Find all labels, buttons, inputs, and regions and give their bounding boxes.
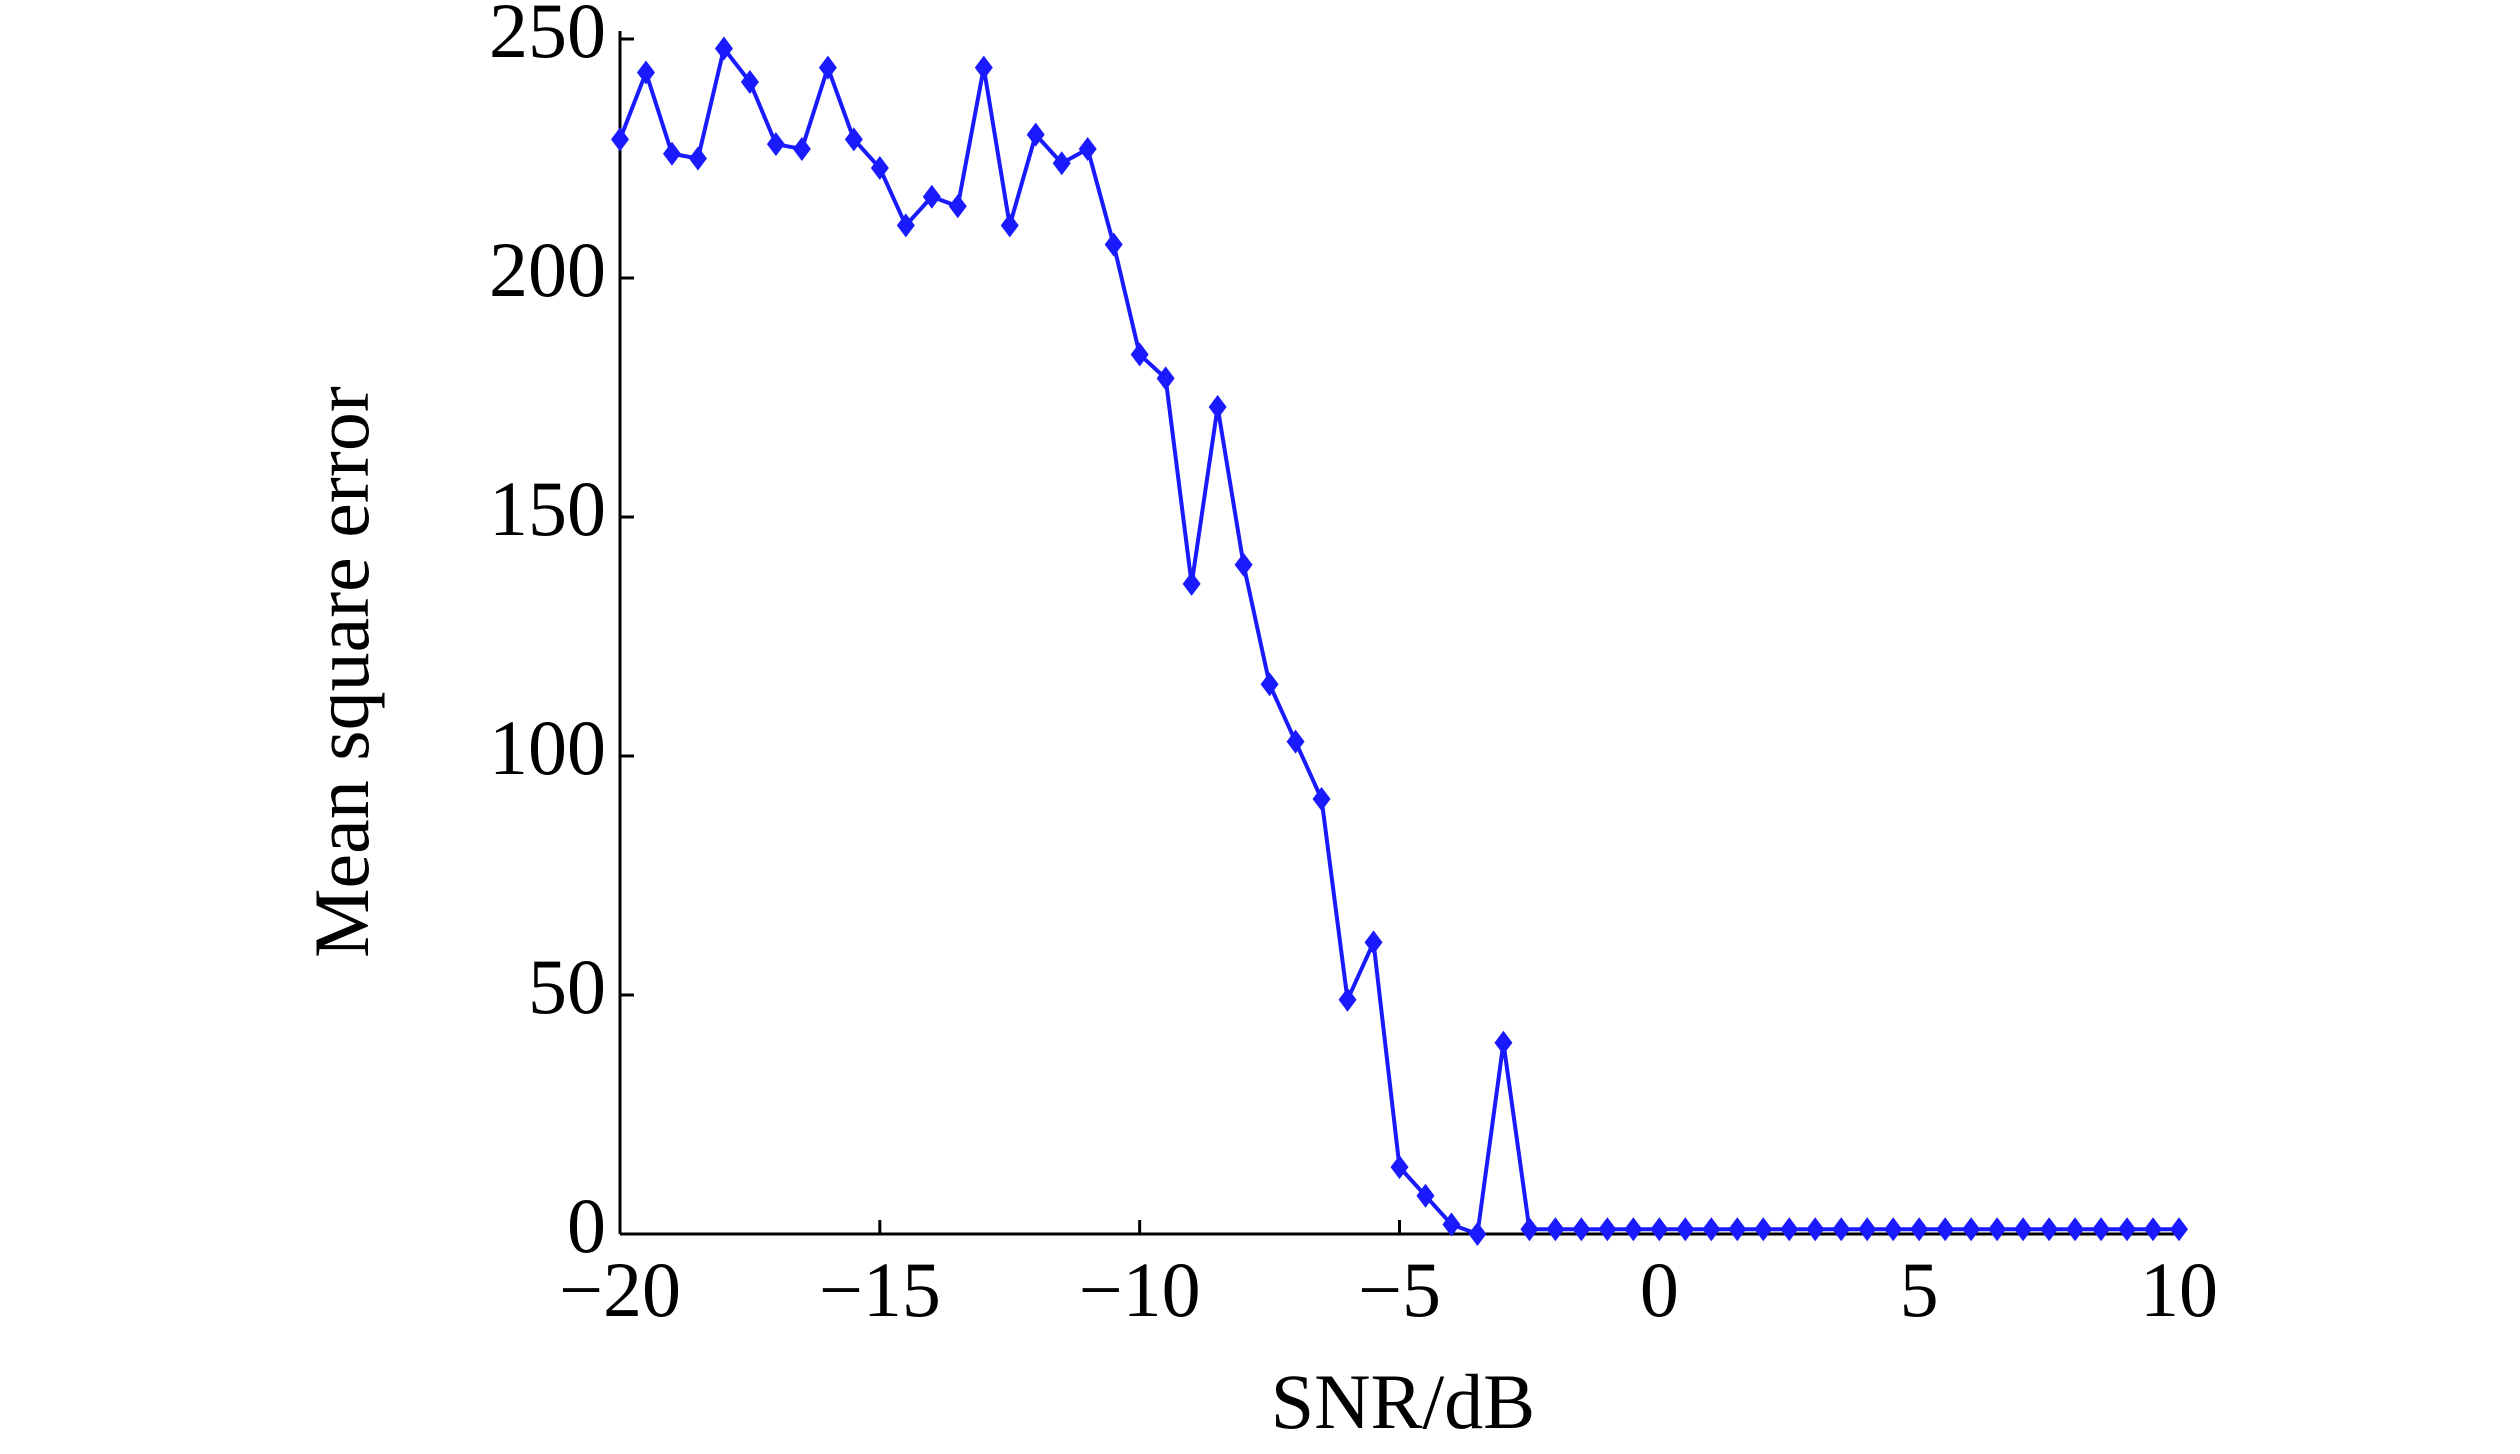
marker [1624,1217,1643,1242]
x-tick-label: 10 [2140,1246,2218,1333]
marker [1702,1217,1721,1242]
y-tick-label: 150 [489,465,606,552]
y-tick-label: 0 [567,1182,606,1269]
marker [1650,1217,1669,1242]
x-axis-label: SNR/dB [1271,1358,1535,1445]
marker [2118,1217,2137,1242]
marker [766,132,785,157]
marker [1598,1217,1617,1242]
marker [611,127,629,152]
x-tick-label: −5 [1358,1246,1441,1333]
marker [1910,1217,1929,1242]
y-tick-label: 100 [489,704,606,791]
marker [714,36,733,61]
marker [948,194,967,219]
marker [1832,1217,1851,1242]
marker [740,70,759,95]
x-tick-label: −15 [819,1246,941,1333]
line [618,44,2179,1237]
marker [1962,1217,1981,1242]
marker [636,60,655,85]
marker [1390,1155,1409,1180]
marker [2092,1217,2111,1242]
marker [1546,1217,1565,1242]
marker [1520,1217,1539,1242]
x-tick-label: 0 [1640,1246,1679,1333]
marker [1572,1217,1591,1242]
marker [1780,1217,1799,1242]
marker [1312,787,1331,812]
marker [1130,342,1149,367]
marker [1104,232,1123,257]
marker [922,184,941,209]
marker [1936,1217,1955,1242]
marker [2144,1217,2163,1242]
marker [1338,987,1357,1012]
marker [1442,1212,1461,1237]
marker [818,55,837,80]
marker [1416,1183,1435,1208]
marker [688,146,707,171]
marker [1000,213,1019,238]
marker [1884,1217,1903,1242]
marker [1156,366,1175,391]
y-tick-label: 250 [489,0,606,74]
y-tick-label: 200 [489,226,606,313]
x-tick-label: −20 [559,1246,681,1333]
marker [974,55,993,80]
marker [1676,1217,1695,1242]
marker [1234,552,1253,577]
marker [1754,1217,1773,1242]
x-tick-label: 5 [1900,1246,1939,1333]
marker [1286,729,1305,754]
x-tick-label: −10 [1079,1246,1201,1333]
marker [2066,1217,2085,1242]
marker [896,213,915,238]
marker [2170,1217,2188,1242]
marker [1182,571,1201,596]
marker [792,136,811,161]
marker [1052,151,1071,176]
marker [1078,136,1097,161]
marker [1806,1217,1825,1242]
marker [2014,1217,2033,1242]
marker [1026,122,1045,147]
marker [1988,1217,2007,1242]
y-axis-label: Mean square error [298,386,385,958]
marker [844,127,863,152]
marker [870,156,889,181]
marker [1468,1222,1487,1246]
marker [1728,1217,1747,1242]
marker [1208,395,1227,420]
marker [2040,1217,2059,1242]
marker [1858,1217,1877,1242]
y-tick-label: 50 [528,943,606,1030]
marker [1364,930,1383,955]
marker [662,141,681,166]
marker [1494,1030,1513,1055]
marker [1260,672,1279,697]
